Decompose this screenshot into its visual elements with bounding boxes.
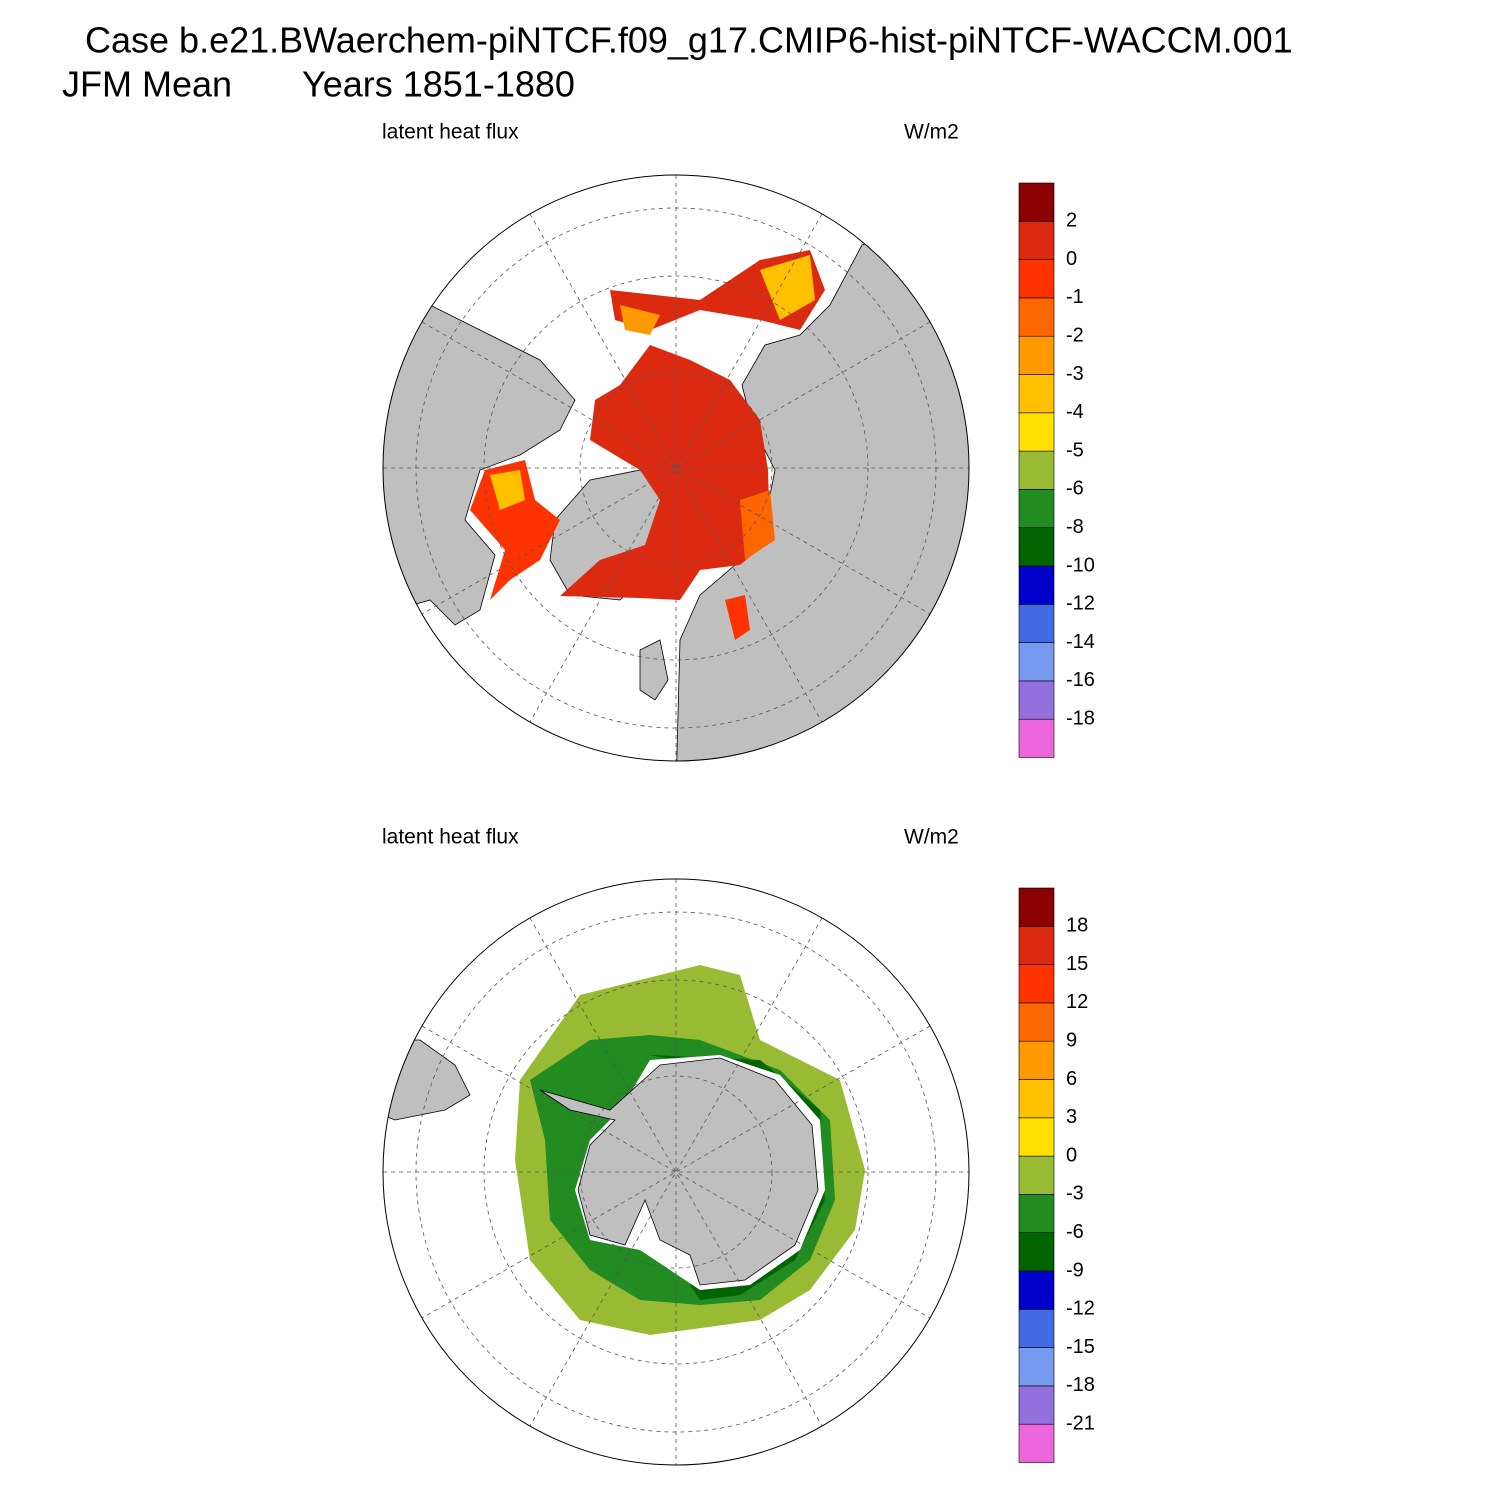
colorbar-label: -3 xyxy=(1066,1183,1084,1205)
colorbar-box xyxy=(1018,1232,1055,1272)
colorbar-box xyxy=(1018,1040,1055,1080)
colorbar-label: -3 xyxy=(1066,363,1084,385)
colorbar-label: -2 xyxy=(1066,324,1084,346)
colorbar-box xyxy=(1018,221,1055,260)
colorbar-box xyxy=(1018,964,1055,1004)
colorbar-label: -12 xyxy=(1066,593,1095,615)
colorbar-box xyxy=(1018,1194,1055,1234)
colorbar-box xyxy=(1018,1155,1055,1195)
colorbar-label: -10 xyxy=(1066,554,1095,576)
antarctic-grid xyxy=(382,878,970,1466)
colorbar-label: 0 xyxy=(1066,1144,1077,1166)
colorbar-box xyxy=(1018,1079,1055,1119)
colorbar-label: 15 xyxy=(1066,953,1088,975)
colorbar-box xyxy=(1018,450,1055,490)
colorbar-label: 2 xyxy=(1066,210,1077,232)
colorbar-label: -18 xyxy=(1066,1374,1095,1396)
colorbar-box xyxy=(1018,887,1055,927)
colorbar-label: -14 xyxy=(1066,631,1095,653)
colorbar-label: -9 xyxy=(1066,1259,1084,1281)
colorbar-box xyxy=(1018,565,1055,605)
colorbar-box xyxy=(1018,1385,1055,1425)
colorbar-label: 0 xyxy=(1066,248,1077,270)
colorbar-label: -21 xyxy=(1066,1412,1095,1434)
panel-left-label: latent heat flux xyxy=(382,121,519,144)
colorbar-label: 6 xyxy=(1066,1068,1077,1090)
colorbar-label: -5 xyxy=(1066,439,1084,461)
colorbar-label: -6 xyxy=(1066,478,1084,500)
colorbar-box xyxy=(1018,489,1055,528)
title: Case b.e21.BWaerchem-piNTCF.f09_g17.CMIP… xyxy=(85,20,1293,61)
colorbar-box xyxy=(1018,925,1055,965)
colorbar-label: -6 xyxy=(1066,1221,1084,1243)
colorbar-box xyxy=(1018,1347,1055,1387)
colorbar-box xyxy=(1018,335,1055,375)
colorbar-box xyxy=(1018,718,1055,758)
colorbar-label: -18 xyxy=(1066,707,1095,729)
colorbar-label: -15 xyxy=(1066,1336,1095,1358)
colorbar-box xyxy=(1018,1117,1055,1157)
arctic-map xyxy=(383,175,969,761)
antarctic-map xyxy=(383,879,969,1465)
colorbar-box xyxy=(1018,527,1055,567)
colorbar-box xyxy=(1018,182,1055,222)
colorbar-label: -4 xyxy=(1066,401,1084,423)
colorbar-box xyxy=(1018,412,1055,452)
colorbar-label: -8 xyxy=(1066,516,1084,538)
colorbar-label: 12 xyxy=(1066,991,1088,1013)
arctic-grid xyxy=(382,174,970,762)
colorbar-box xyxy=(1018,603,1055,643)
colorbar-box xyxy=(1018,642,1055,682)
colorbar-box xyxy=(1018,259,1055,299)
panel-right-label: W/m2 xyxy=(904,121,959,144)
panel-right-label: W/m2 xyxy=(904,826,959,849)
colorbar-box xyxy=(1018,1270,1055,1310)
years: Years 1851-1880 xyxy=(302,64,575,105)
colorbar-label: -12 xyxy=(1066,1298,1095,1320)
season: JFM Mean xyxy=(62,64,232,105)
colorbar-label: 9 xyxy=(1066,1029,1077,1051)
colorbar-box xyxy=(1018,1309,1055,1348)
colorbar-box xyxy=(1018,297,1055,337)
colorbar-label: 18 xyxy=(1066,915,1088,937)
colorbar-box xyxy=(1018,1423,1055,1463)
colorbar-box xyxy=(1018,374,1055,414)
colorbar-label: -16 xyxy=(1066,669,1095,691)
panel-left-label: latent heat flux xyxy=(382,826,519,849)
colorbar-label: -1 xyxy=(1066,286,1084,308)
colorbar-box xyxy=(1018,680,1055,720)
colorbar-label: 3 xyxy=(1066,1106,1077,1128)
colorbar-box xyxy=(1018,1002,1055,1042)
